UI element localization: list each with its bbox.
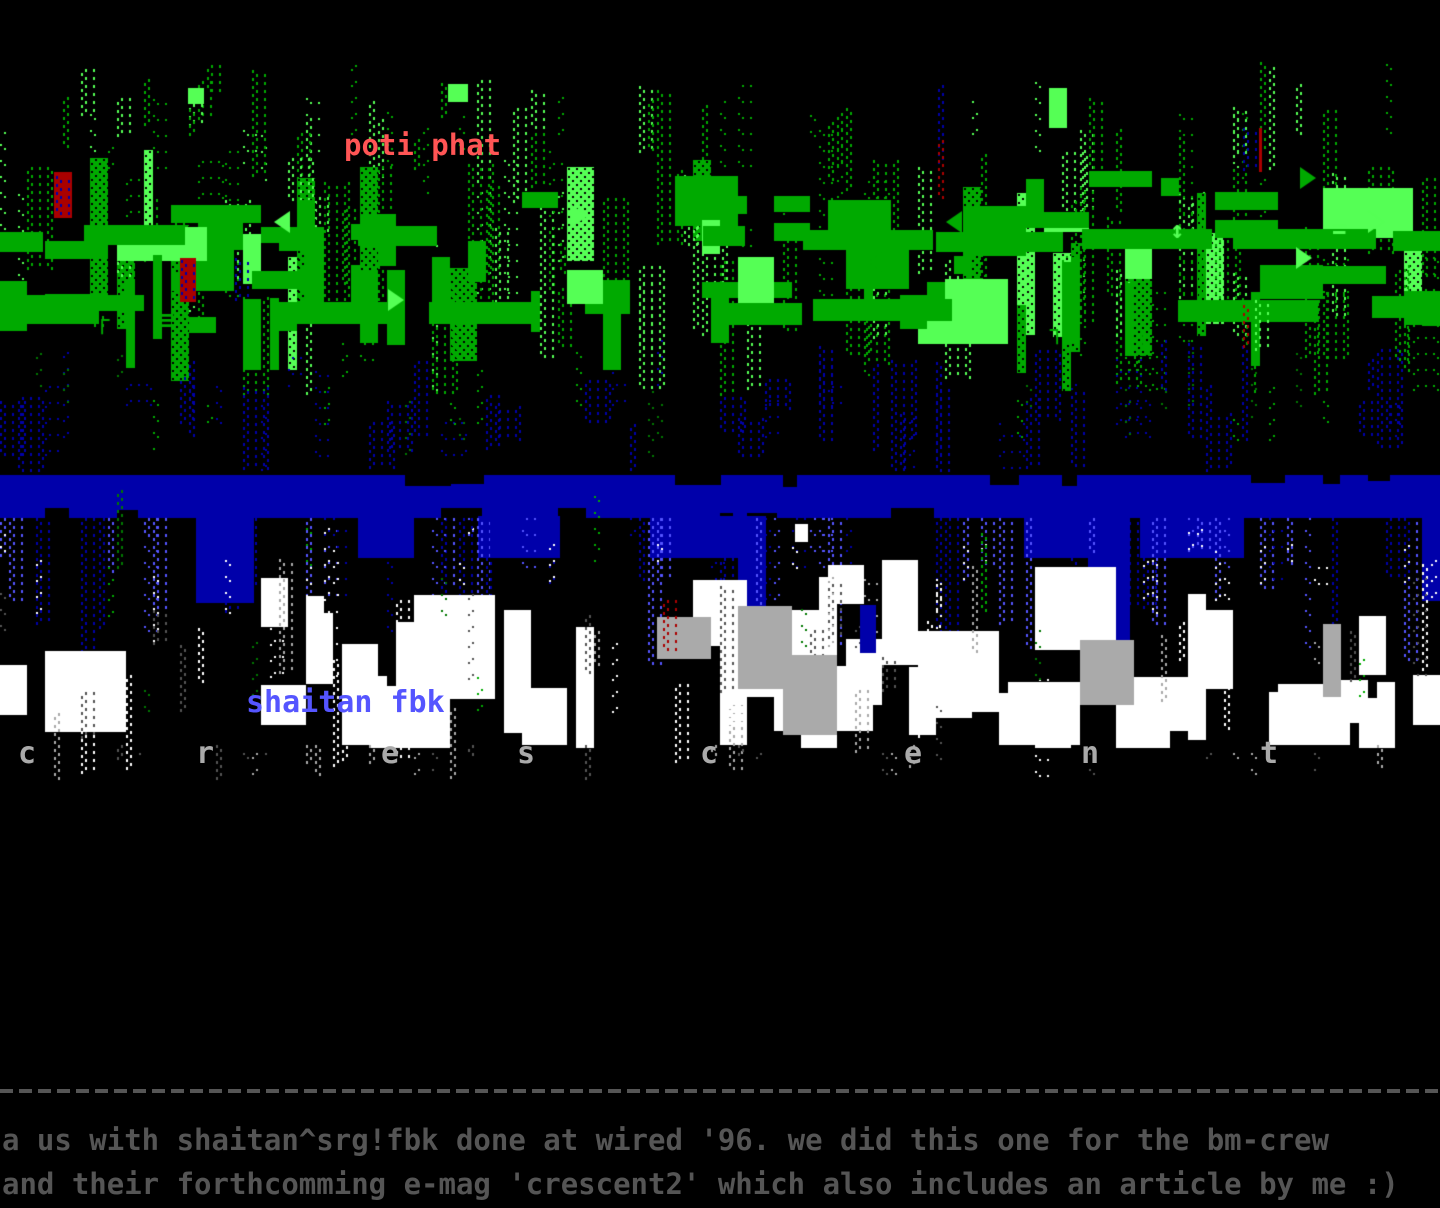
crescent-letter-t: t [1260, 736, 1279, 771]
crescent-letter-c: c [18, 736, 37, 771]
caption-line-2: and their forthcomming e-mag 'crescent2'… [2, 1167, 1399, 1201]
separator-dashed-line [0, 1089, 1440, 1093]
artist-label-shaitan-fbk: shaitan fbk [246, 685, 445, 720]
crescent-letter-e: e [904, 736, 923, 771]
crescent-letter-e: e [381, 736, 400, 771]
crescent-letter-s: s [517, 736, 536, 771]
caption-line-1: a us with shaitan^srg!fbk done at wired … [2, 1123, 1329, 1157]
crescent-letter-c: c [700, 736, 719, 771]
crescent-letter-n: n [1081, 736, 1100, 771]
ansi-art-canvas [0, 0, 1440, 1080]
artist-label-poti-phat: poti phat [344, 128, 502, 162]
crescent-letter-r: r [196, 736, 215, 771]
